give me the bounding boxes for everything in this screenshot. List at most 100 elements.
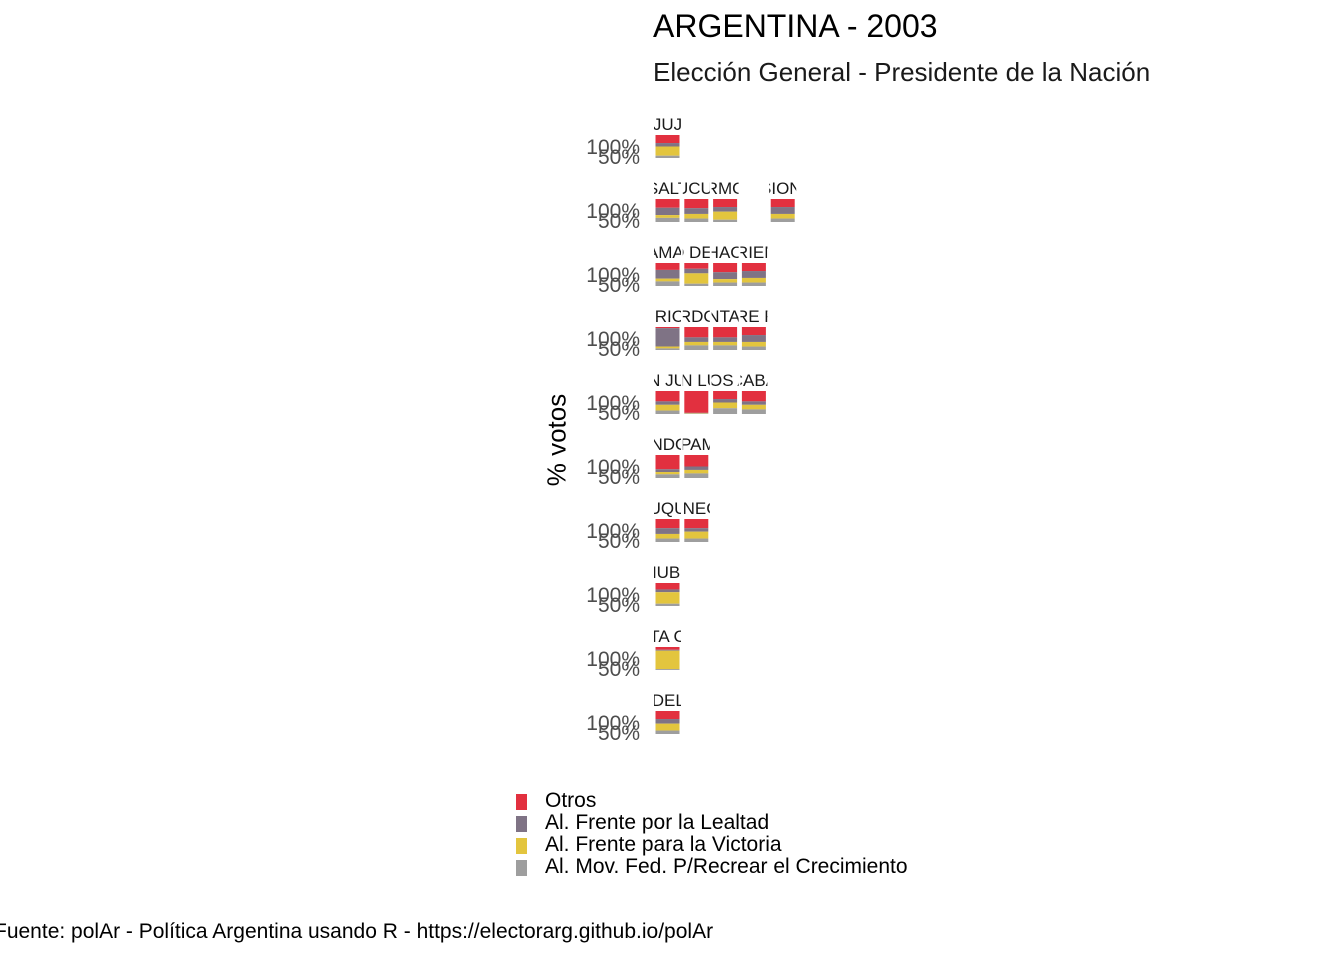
bar-segment-otros [713, 263, 738, 273]
legend-swatch-victoria [516, 838, 527, 854]
facet-san-juan: SAN JUAN [654, 372, 681, 414]
facet-santa-cruz: SANTA CRUZ [614, 627, 720, 670]
y-tick-label: 50% [598, 594, 640, 617]
bar-segment-al-mov-fed-p-recrear-el-crecimiento [655, 217, 680, 222]
facet-label: SAN LUIS [658, 371, 735, 390]
bar-segment-al-mov-fed-p-recrear-el-crecimiento [655, 348, 680, 350]
y-tick-label: 50% [598, 274, 640, 297]
bar-segment-al-mov-fed-p-recrear-el-crecimiento [655, 410, 680, 414]
y-tick-label: 50% [598, 210, 640, 233]
facet-chaco: CHACO [712, 244, 739, 286]
bar-segment-al-frente-para-la-victoria [684, 273, 709, 284]
bar-segment-al-mov-fed-p-recrear-el-crecimiento [713, 219, 738, 222]
bar-segment-al-mov-fed-p-recrear-el-crecimiento [684, 473, 709, 478]
bar-segment-al-frente-para-la-victoria [655, 533, 680, 539]
facet-label: ENTRE RIOS [702, 307, 806, 326]
bar-segment-al-mov-fed-p-recrear-el-crecimiento [655, 155, 680, 158]
facet-label: SANTA FE [685, 307, 766, 326]
facet-la-rioja: LA RIOJA [630, 307, 705, 350]
bar-segment-al-frente-para-la-victoria [655, 592, 680, 604]
legend-label-victoria: Al. Frente para la Victoria [545, 833, 782, 856]
facet-label: SANTA CRUZ [614, 627, 720, 646]
bar-segment-al-frente-por-la-lealtad [655, 589, 680, 593]
bar-segment-al-frente-para-la-victoria [713, 279, 738, 283]
bar-segment-otros [655, 583, 680, 590]
bar-segment-al-frente-para-la-victoria [713, 211, 738, 220]
bar-segment-al-frente-por-la-lealtad [655, 528, 680, 534]
bar-segment-al-frente-por-la-lealtad [684, 466, 709, 470]
facet-rio-negro: RIO NEGRO [648, 499, 745, 542]
chart-title: ARGENTINA - 2003 [653, 8, 938, 44]
bar-segment-al-frente-por-la-lealtad [713, 207, 738, 212]
bar-segment-al-mov-fed-p-recrear-el-crecimiento [655, 669, 680, 670]
facet-label: TIERRA DEL FUEGO [586, 691, 750, 710]
bar-segment-otros [713, 327, 738, 338]
y-tick-label: 100% [586, 264, 640, 287]
bar-segment-otros [684, 455, 709, 467]
bar-segment-al-frente-para-la-victoria [684, 341, 709, 346]
bar-segment-al-frente-para-la-victoria [655, 278, 680, 282]
facet-label: LA PAMPA [656, 435, 738, 454]
bar-segment-al-frente-por-la-lealtad [655, 269, 680, 279]
y-tick-label: 100% [586, 200, 640, 223]
bar-segment-otros [655, 455, 680, 470]
facet-label: SANTIAGO DEL ESTERO [596, 243, 796, 262]
facet-row: 100%50% SANTA CRUZ [586, 627, 720, 681]
facet-label: JUJ [653, 115, 682, 134]
facet-corrientes: CORRIENTES [740, 244, 767, 286]
facet-chubut: CHUBUT [654, 564, 681, 606]
bar-segment-otros [655, 519, 680, 529]
bar-segment-al-frente-para-la-victoria [684, 213, 709, 219]
caption: Fuente: polAr - Política Argentina usand… [0, 920, 714, 943]
chart-subtitle: Elección General - Presidente de la Naci… [653, 57, 1151, 87]
bar-segment-al-frente-para-la-victoria [713, 341, 738, 346]
facet-label: RIO NEGRO [648, 499, 745, 518]
bar-segment-al-frente-por-la-lealtad [655, 649, 680, 651]
y-tick-label: 100% [586, 136, 640, 159]
bar-segment-al-frente-para-la-victoria [655, 723, 680, 731]
facet-formosa: FORMOSA [682, 179, 769, 222]
y-tick-label: 100% [586, 392, 640, 415]
facet-label: FORMOSA [682, 179, 769, 198]
facet-cordoba: CORDOBA [683, 308, 710, 350]
bar-segment-al-mov-fed-p-recrear-el-crecimiento [713, 408, 738, 414]
legend-label-otros: Otros [545, 789, 597, 812]
y-tick-label: 50% [598, 722, 640, 745]
bar-segment-al-frente-para-la-victoria [655, 215, 680, 218]
facet-neuquen: NEUQUEN [654, 500, 681, 542]
bar-segment-al-frente-por-la-lealtad [713, 399, 738, 403]
bar-segment-al-frente-para-la-victoria [713, 402, 738, 409]
bar-segment-otros [713, 199, 738, 208]
bar-segment-al-frente-por-la-lealtad [741, 271, 766, 278]
facet-tierra-del-fuego: TIERRA DEL FUEGO [586, 691, 750, 734]
facet-santa-fe: SANTA FE [685, 307, 766, 350]
bar-segment-al-mov-fed-p-recrear-el-crecimiento [770, 218, 795, 222]
facet-juj: JUJ [653, 115, 682, 158]
bar-segment-al-frente-por-la-lealtad [684, 208, 709, 214]
bar-segment-al-mov-fed-p-recrear-el-crecimiento [655, 474, 680, 478]
bar-segment-al-frente-para-la-victoria [655, 472, 680, 475]
facet-label: LA RIOJA [630, 307, 705, 326]
facet-label: CATAMARCA [615, 243, 720, 262]
facet-row: 100%50% TIERRA DEL FUEGO [586, 691, 750, 745]
facet-misiones: MISIONES [769, 180, 796, 222]
bar-segment-al-mov-fed-p-recrear-el-crecimiento [655, 538, 680, 542]
bar-segment-al-frente-por-la-lealtad [655, 328, 680, 347]
legend-swatch-otros [516, 794, 527, 810]
bar-segment-al-mov-fed-p-recrear-el-crecimiento [741, 346, 766, 350]
bar-segment-otros [741, 263, 766, 272]
bar-segment-al-frente-para-la-victoria [741, 277, 766, 283]
bar-segment-al-frente-para-la-victoria [741, 404, 766, 410]
bar-segment-al-mov-fed-p-recrear-el-crecimiento [655, 730, 680, 734]
bar-segment-al-frente-por-la-lealtad [655, 401, 680, 405]
y-tick-label: 100% [586, 584, 640, 607]
facet-mendoza: MENDOZA [625, 435, 711, 478]
bar-segment-al-mov-fed-p-recrear-el-crecimiento [713, 282, 738, 286]
facet-label: MENDOZA [625, 435, 711, 454]
facet-santiago-del-estero: SANTIAGO DEL ESTERO [596, 243, 796, 286]
bar-segment-otros [655, 647, 680, 650]
